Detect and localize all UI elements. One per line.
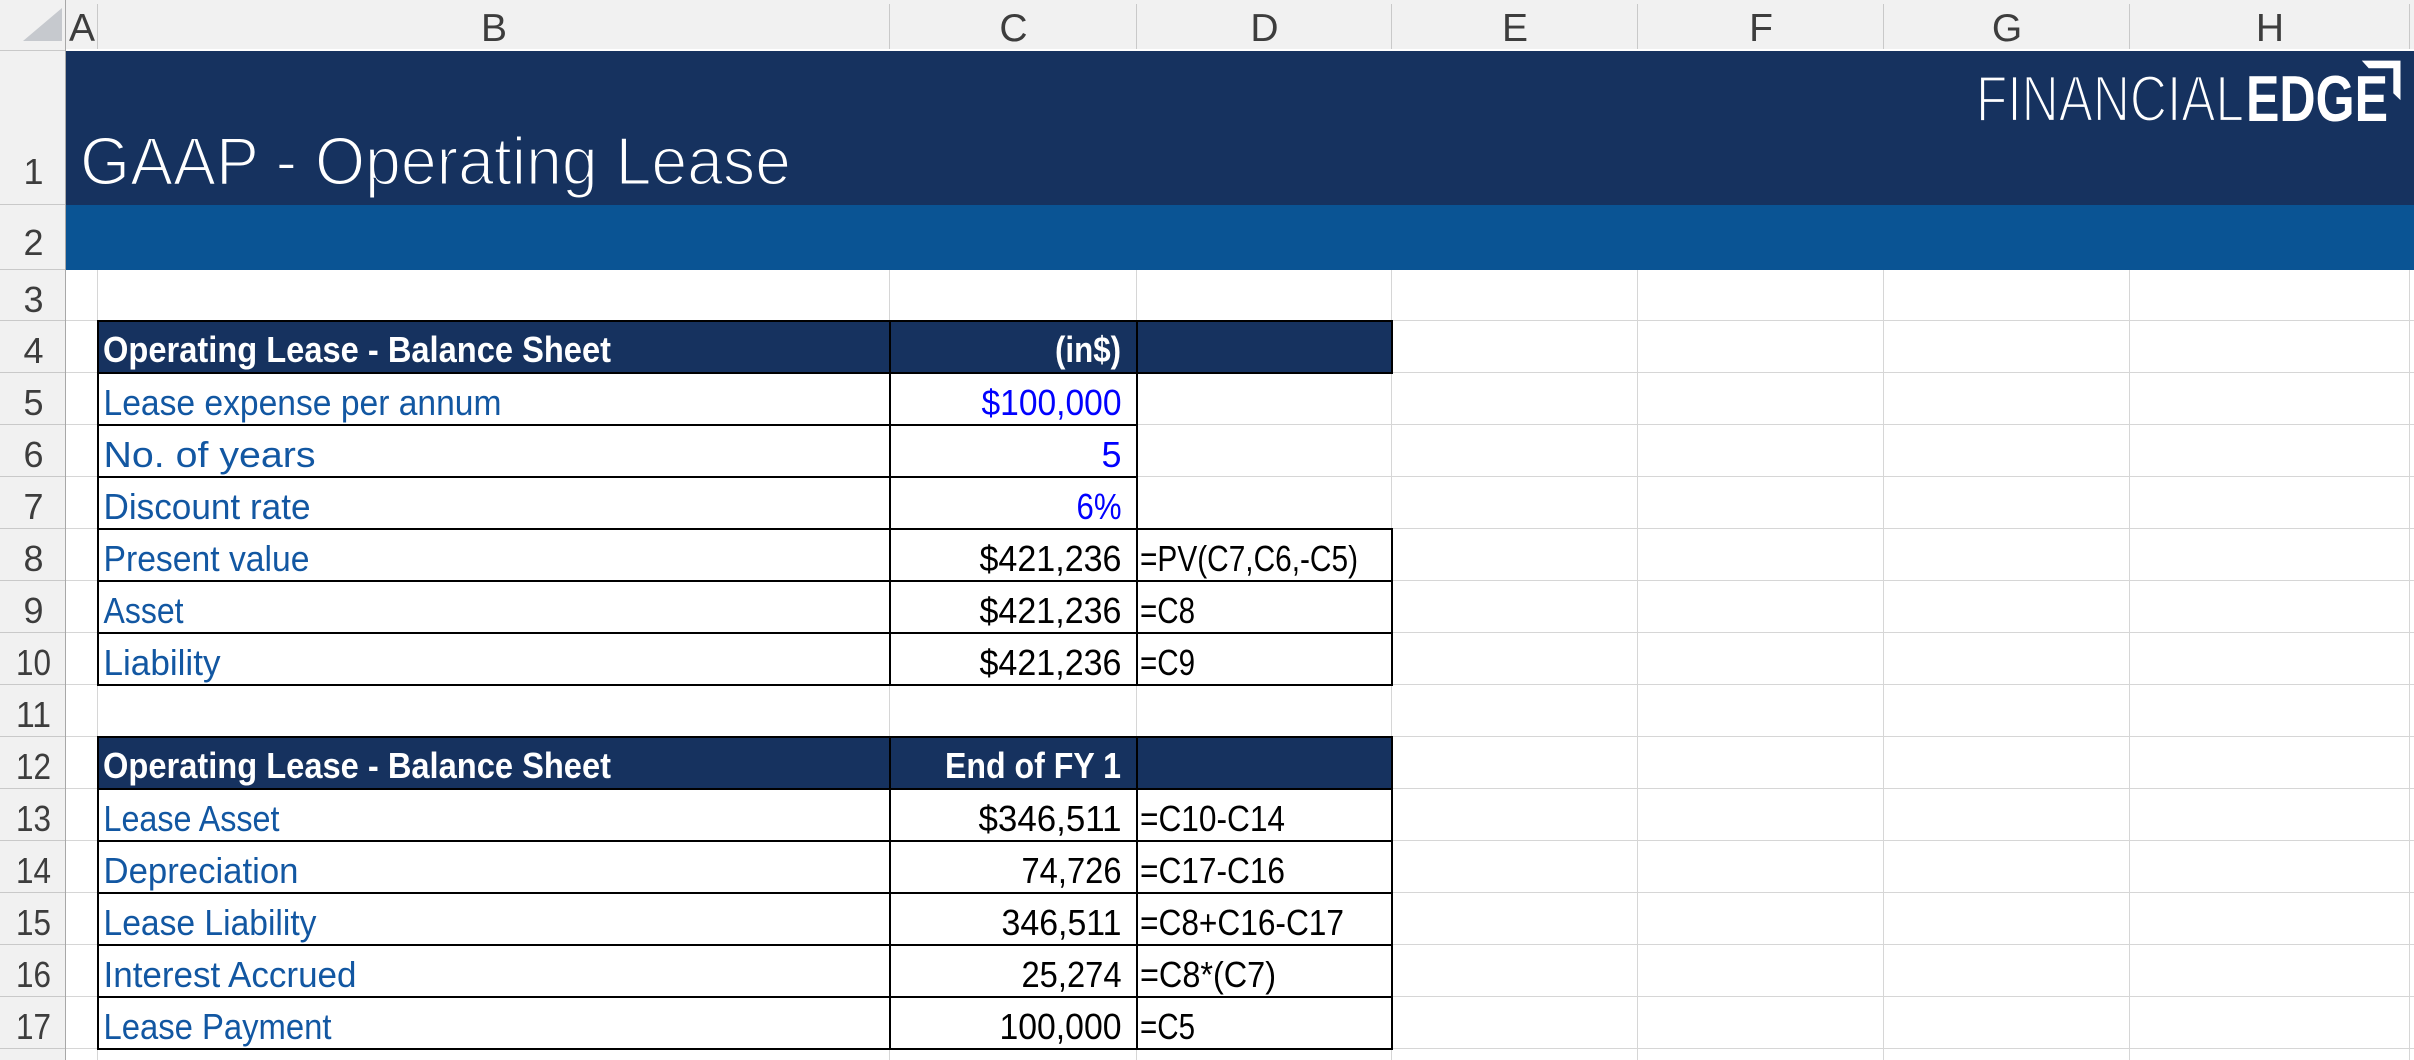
- svg-text:Operating Lease - Balance Shee: Operating Lease - Balance Sheet: [103, 329, 611, 370]
- svg-text:(in$): (in$): [1055, 329, 1121, 370]
- svg-text:5: 5: [1101, 434, 1121, 475]
- svg-text:100,000: 100,000: [1000, 1006, 1122, 1047]
- svg-text:$421,236: $421,236: [980, 590, 1122, 631]
- svg-text:Lease Asset: Lease Asset: [104, 798, 280, 839]
- svg-text:A: A: [69, 7, 95, 50]
- svg-text:End of FY 1: End of FY 1: [945, 745, 1121, 786]
- svg-text:9: 9: [23, 590, 43, 631]
- svg-text:C: C: [999, 7, 1027, 50]
- svg-text:GAAP - Operating Lease: GAAP - Operating Lease: [80, 124, 791, 200]
- svg-text:E: E: [1502, 7, 1528, 50]
- svg-text:15: 15: [16, 902, 51, 943]
- svg-text:11: 11: [16, 694, 51, 735]
- svg-text:F: F: [1749, 7, 1773, 50]
- svg-text:12: 12: [16, 746, 51, 787]
- svg-text:H: H: [2256, 7, 2284, 50]
- svg-text:$421,236: $421,236: [980, 642, 1122, 683]
- svg-text:25,274: 25,274: [1022, 954, 1122, 995]
- svg-text:$421,236: $421,236: [980, 538, 1122, 579]
- svg-text:6: 6: [23, 434, 43, 475]
- svg-text:346,511: 346,511: [1002, 902, 1122, 943]
- svg-text:4: 4: [23, 330, 43, 371]
- svg-text:=C8+C16-C17: =C8+C16-C17: [1140, 902, 1344, 943]
- svg-text:10: 10: [16, 642, 51, 683]
- svg-text:16: 16: [16, 954, 51, 995]
- svg-text:EDGE: EDGE: [2246, 62, 2388, 135]
- svg-text:Depreciation: Depreciation: [104, 850, 299, 891]
- svg-text:3: 3: [23, 279, 43, 320]
- svg-text:Lease expense per annum: Lease expense per annum: [104, 382, 502, 423]
- svg-text:Lease Liability: Lease Liability: [104, 902, 317, 943]
- svg-text:=C9: =C9: [1140, 642, 1195, 683]
- svg-text:=PV(C7,C6,-C5): =PV(C7,C6,-C5): [1140, 538, 1358, 579]
- svg-text:7: 7: [23, 486, 43, 527]
- svg-text:No. of years: No. of years: [104, 434, 316, 475]
- svg-text:Liability: Liability: [104, 642, 221, 683]
- svg-text:74,726: 74,726: [1022, 850, 1122, 891]
- svg-text:=C17-C16: =C17-C16: [1140, 850, 1285, 891]
- svg-text:=C10-C14: =C10-C14: [1140, 798, 1285, 839]
- svg-text:8: 8: [23, 538, 43, 579]
- svg-text:B: B: [481, 7, 507, 50]
- svg-text:Asset: Asset: [104, 590, 184, 631]
- svg-text:Operating Lease - Balance Shee: Operating Lease - Balance Sheet: [103, 745, 611, 786]
- svg-text:G: G: [1992, 7, 2022, 50]
- svg-text:=C5: =C5: [1140, 1006, 1195, 1047]
- svg-text:2: 2: [23, 222, 43, 263]
- svg-text:1: 1: [23, 151, 43, 192]
- svg-text:FINANCIAL: FINANCIAL: [1976, 62, 2244, 135]
- svg-text:D: D: [1250, 7, 1278, 50]
- svg-text:Discount rate: Discount rate: [104, 486, 311, 527]
- svg-text:17: 17: [16, 1006, 51, 1047]
- svg-text:$346,511: $346,511: [979, 798, 1122, 839]
- svg-text:Interest Accrued: Interest Accrued: [104, 954, 357, 995]
- svg-text:Present value: Present value: [104, 538, 310, 579]
- svg-text:=C8: =C8: [1140, 590, 1195, 631]
- svg-text:5: 5: [23, 382, 43, 423]
- svg-text:14: 14: [16, 850, 51, 891]
- svg-text:Lease Payment: Lease Payment: [104, 1006, 332, 1047]
- svg-text:13: 13: [16, 798, 51, 839]
- svg-text:=C8*(C7): =C8*(C7): [1140, 954, 1276, 995]
- svg-text:6%: 6%: [1077, 486, 1122, 527]
- svg-text:$100,000: $100,000: [982, 382, 1122, 423]
